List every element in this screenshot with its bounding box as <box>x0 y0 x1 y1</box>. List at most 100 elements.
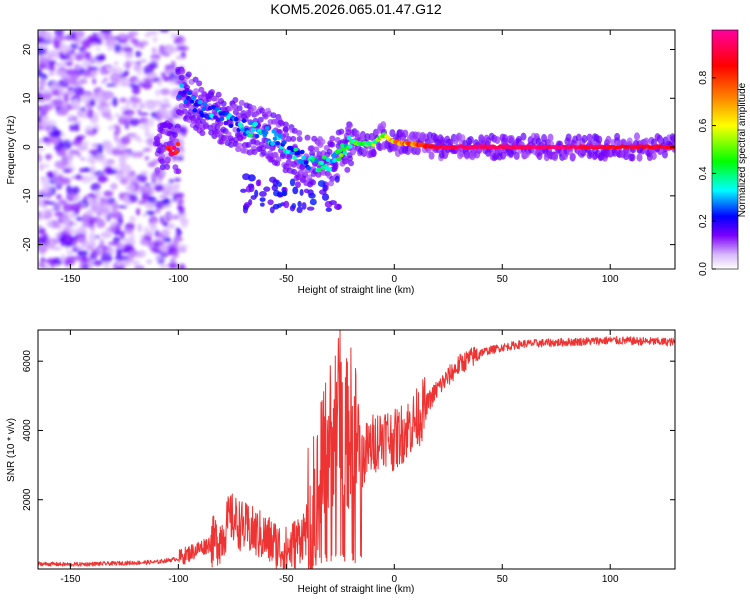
spectrogram-x-label: Height of straight line (km) <box>298 285 415 296</box>
noise-blob <box>159 170 166 176</box>
noise-blob <box>80 175 93 184</box>
ridge-halo <box>319 138 326 145</box>
ridge-stray <box>243 201 251 208</box>
noise-blob <box>125 172 133 180</box>
ridge-core <box>285 149 291 154</box>
ridge-core <box>187 90 192 96</box>
noise-blob <box>121 47 134 51</box>
noise-blob <box>93 36 102 43</box>
noise-blob <box>55 110 68 116</box>
noise-blob <box>99 197 107 203</box>
ridge-stray <box>289 205 296 212</box>
noise-blob <box>59 52 71 61</box>
noise-blob <box>151 159 158 165</box>
noise-blob <box>144 132 151 138</box>
noise-blob <box>113 43 122 53</box>
noise-blob <box>162 204 171 209</box>
ridge-halo <box>159 164 166 171</box>
ridge-halo <box>192 76 199 83</box>
noise-blob <box>158 231 163 239</box>
noise-blob <box>46 170 55 179</box>
ridge-halo <box>187 103 194 110</box>
ridge-core <box>202 102 208 107</box>
noise-blob <box>112 212 121 220</box>
noise-blob <box>162 220 169 228</box>
chart-title: KOM5.2026.065.01.47.G12 <box>270 1 441 17</box>
noise-blob <box>39 120 51 127</box>
ridge-core <box>228 123 234 129</box>
x-tick-label: 100 <box>602 574 619 585</box>
noise-blob <box>111 97 119 107</box>
ridge-core <box>253 121 259 127</box>
ridge-halo <box>296 135 303 142</box>
noise-blob <box>71 186 80 195</box>
ridge-core <box>347 144 353 149</box>
noise-blob <box>168 179 175 184</box>
noise-blob <box>105 227 117 232</box>
noise-blob <box>62 203 74 213</box>
noise-blob <box>38 111 42 117</box>
noise-blob <box>67 114 75 122</box>
ridge-stray <box>258 190 267 197</box>
ridge-halo <box>605 135 612 144</box>
noise-blob <box>103 141 113 148</box>
ridge-halo <box>154 137 161 144</box>
ridge-core <box>273 132 279 137</box>
noise-blob <box>100 231 112 239</box>
noise-blob <box>178 263 186 269</box>
spectrogram-ridge <box>152 66 675 214</box>
noise-blob <box>131 150 138 158</box>
ridge-stray <box>250 195 257 200</box>
noise-blob <box>103 92 113 99</box>
noise-blob <box>118 97 128 103</box>
noise-blob <box>136 67 142 76</box>
noise-blob <box>38 138 44 144</box>
noise-blob <box>122 255 130 262</box>
noise-blob <box>120 135 131 145</box>
ridge-halo <box>614 132 621 141</box>
noise-blob <box>130 177 135 184</box>
noise-blob <box>131 84 141 95</box>
ridge-core <box>319 160 325 166</box>
colorbar-tick-label: 0.6 <box>698 118 709 132</box>
ridge-halo <box>202 123 209 130</box>
noise-blob <box>58 199 68 206</box>
noise-blob <box>77 144 88 152</box>
noise-blob <box>123 227 134 235</box>
noise-blob <box>38 196 41 203</box>
noise-blob <box>38 36 43 45</box>
noise-blob <box>174 185 180 193</box>
ridge-core <box>227 113 233 118</box>
noise-blob <box>135 104 146 108</box>
noise-blob <box>73 197 79 202</box>
ridge-stray <box>240 188 247 193</box>
ridge-stray <box>248 184 255 193</box>
noise-blob <box>38 152 41 163</box>
noise-blob <box>70 82 83 86</box>
noise-blob <box>62 217 72 227</box>
ridge-halo <box>236 142 243 149</box>
noise-blob <box>81 141 89 146</box>
noise-blob <box>159 113 170 120</box>
ridge-halo <box>626 137 633 146</box>
noise-blob <box>50 129 62 138</box>
noise-blob <box>68 149 80 155</box>
noise-blob <box>165 64 172 69</box>
ridge-stray <box>307 189 314 196</box>
y-tick-label: -10 <box>22 188 33 203</box>
noise-blob <box>116 260 122 268</box>
noise-blob <box>80 157 86 161</box>
noise-blob <box>103 191 113 197</box>
noise-blob <box>157 49 168 56</box>
noise-blob <box>62 168 73 174</box>
ridge-halo <box>160 146 167 153</box>
ridge-halo <box>344 166 351 173</box>
ridge-halo <box>494 136 501 145</box>
spectrogram-y-ticks: -20 -10 0 10 20 <box>22 44 675 252</box>
noise-blob <box>125 184 136 192</box>
ridge-halo <box>185 71 192 78</box>
noise-blob <box>60 147 67 158</box>
noise-blob <box>176 156 184 161</box>
ridge-core <box>176 94 182 99</box>
